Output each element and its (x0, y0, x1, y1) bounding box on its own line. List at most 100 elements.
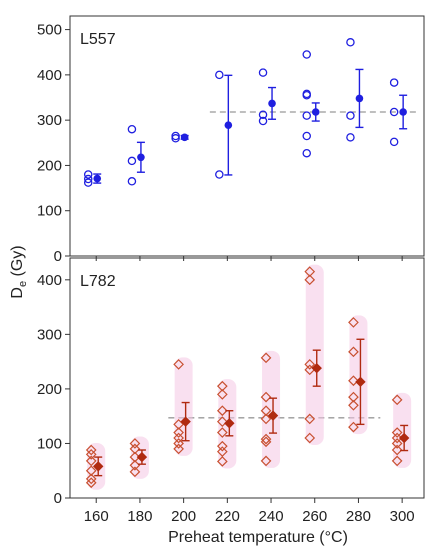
data-point (346, 111, 355, 120)
y-tick-label: 500 (37, 22, 62, 39)
mean-point (398, 432, 410, 444)
x-tick-label: 180 (127, 508, 152, 525)
data-point (346, 133, 355, 142)
data-point (348, 399, 359, 411)
y-tick-label: 300 (37, 326, 62, 343)
data-point (83, 174, 93, 184)
plot-frame (69, 15, 425, 257)
data-point (173, 432, 184, 444)
x-tick-label: 260 (302, 508, 327, 525)
data-point (304, 359, 316, 370)
data-point (302, 50, 311, 59)
mean-point (267, 410, 279, 421)
y-axis-title: De (Gy) (9, 245, 29, 298)
data-point (216, 416, 228, 427)
data-point (173, 443, 184, 455)
data-point (85, 444, 97, 456)
y-tick-label: 400 (37, 67, 62, 84)
y-axis-title-main: D (9, 287, 26, 299)
data-point (216, 440, 228, 452)
data-point (171, 131, 180, 141)
mean-point (180, 416, 191, 427)
halo-band (262, 350, 281, 468)
halo-band (349, 315, 368, 435)
data-point (302, 148, 311, 158)
data-point (302, 111, 311, 120)
mean-point (311, 362, 322, 374)
data-point (127, 124, 137, 134)
data-point (260, 352, 272, 364)
data-point (216, 456, 228, 467)
data-point (173, 359, 184, 370)
data-point (348, 317, 359, 328)
data-point (302, 90, 311, 100)
panel-top: 0 100 200 300 400 500 L557 (37, 15, 425, 265)
y-axis-title-subscript: e (17, 281, 29, 287)
data-point (129, 438, 141, 449)
data-point (348, 421, 359, 433)
y-tick-label: 0 (54, 248, 62, 265)
data-point (215, 70, 224, 80)
data-point (83, 178, 93, 187)
data-point (173, 427, 184, 438)
data-point (346, 38, 355, 47)
data-point (391, 438, 403, 449)
data-point (260, 413, 272, 425)
mean-point (311, 108, 320, 116)
data-point (391, 432, 403, 444)
data-point (348, 375, 359, 387)
y-tick-label: 0 (54, 490, 62, 507)
x-axis-title: Preheat temperature (°C) (168, 529, 348, 546)
mean-point (224, 418, 235, 429)
mean-point (224, 121, 233, 129)
y-axis-title-unit: (Gy) (9, 245, 26, 281)
mean-point (137, 153, 145, 162)
data-point (389, 137, 399, 147)
panel-bottom: 0 100 200 300 400 160 180 200 220 240 260 280 300 L78… (37, 257, 425, 525)
data-point (260, 436, 272, 448)
data-point (215, 170, 224, 179)
data-point (127, 156, 137, 166)
data-point (260, 433, 272, 445)
mean-point (355, 376, 366, 388)
data-point (258, 110, 268, 119)
y-tick-label: 300 (37, 112, 62, 129)
x-tick-label: 300 (390, 508, 415, 525)
y-tick-label: 200 (37, 157, 62, 174)
halo-band (393, 392, 412, 468)
panel-title: L782 (80, 273, 116, 290)
data-point (171, 134, 180, 143)
x-tick-label: 240 (259, 508, 284, 525)
x-tick-label: 200 (171, 508, 196, 525)
mean-point (93, 461, 104, 472)
data-point (391, 394, 403, 406)
y-tick-label: 200 (37, 381, 62, 398)
data-point (216, 427, 228, 438)
y-tick-label: 400 (37, 272, 62, 289)
data-point (348, 346, 359, 358)
data-point (85, 473, 97, 485)
data-point (304, 413, 316, 425)
data-point (129, 466, 141, 478)
data-point (173, 438, 184, 449)
mean-point (93, 174, 102, 183)
data-point (216, 389, 228, 400)
data-point (216, 405, 228, 417)
y-tick-label: 100 (37, 435, 62, 452)
halo-band (174, 357, 193, 456)
data-point (85, 449, 97, 460)
data-point (83, 170, 93, 179)
x-tick-label: 280 (346, 508, 371, 525)
data-point (391, 455, 403, 467)
data-point (391, 444, 403, 456)
data-point (391, 427, 403, 438)
mean-point (399, 108, 407, 116)
data-point (389, 78, 399, 87)
data-point (258, 68, 268, 77)
data-point (389, 107, 399, 117)
panel-title: L557 (80, 31, 116, 48)
data-point (258, 116, 268, 126)
data-point (127, 177, 137, 186)
x-tick-label: 220 (215, 508, 240, 525)
